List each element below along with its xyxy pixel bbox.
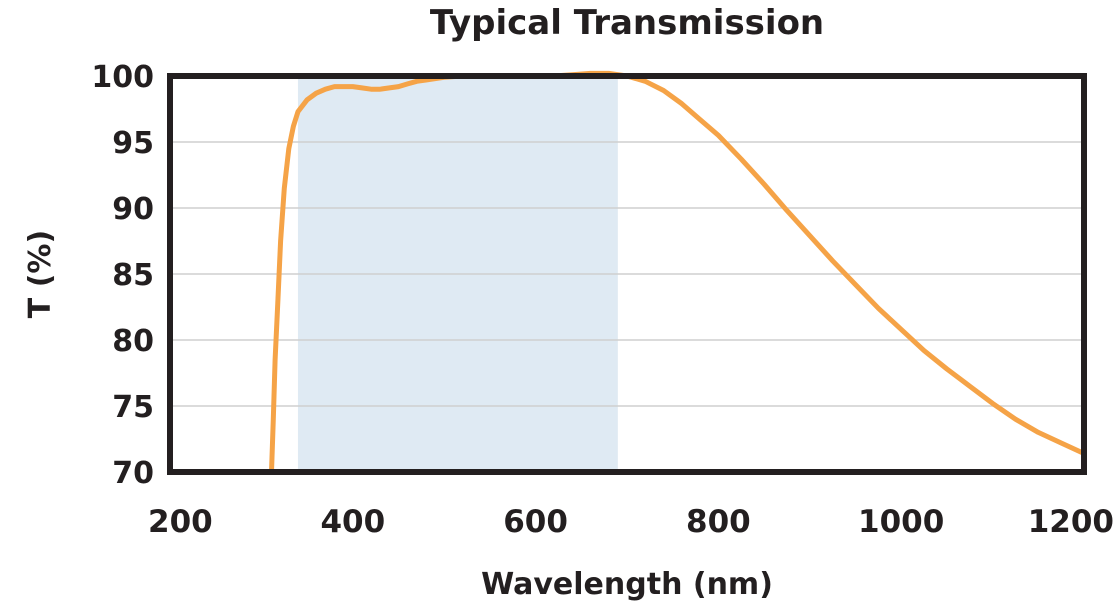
y-tick-label: 95: [112, 126, 154, 161]
x-tick-label: 1200: [1028, 504, 1114, 540]
y-tick-label: 80: [112, 324, 154, 359]
x-tick-label: 800: [686, 504, 751, 540]
y-axis-title: T (%): [23, 230, 58, 318]
y-tick-label: 70: [112, 456, 154, 491]
y-tick-label: 90: [112, 192, 154, 227]
x-tick-label: 1000: [858, 504, 944, 540]
plot-frame: [167, 73, 1087, 475]
y-axis-ticks: 70 75 80 85 90 95 100: [91, 60, 154, 491]
y-tick-label: 100: [91, 60, 154, 95]
x-tick-label: 600: [503, 504, 568, 540]
x-axis-title: Wavelength (nm): [481, 567, 773, 602]
y-tick-label: 85: [112, 258, 154, 293]
y-tick-label: 75: [112, 390, 154, 425]
x-tick-label: 200: [148, 504, 213, 540]
chart-title: Typical Transmission: [430, 3, 824, 43]
x-axis-ticks: 200 400 600 800 1000 1200: [148, 504, 1114, 540]
gridlines: [170, 141, 1084, 407]
x-tick-label: 400: [320, 504, 385, 540]
